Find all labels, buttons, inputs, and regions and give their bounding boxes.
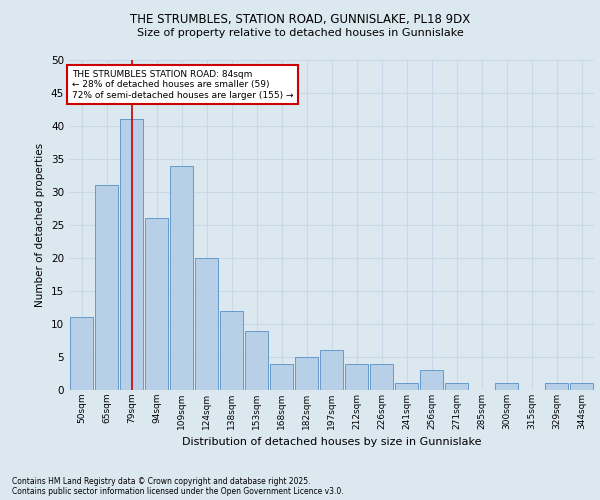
Bar	[320, 350, 343, 390]
X-axis label: Distribution of detached houses by size in Gunnislake: Distribution of detached houses by size …	[182, 438, 481, 448]
Bar	[370, 364, 393, 390]
Bar	[245, 330, 268, 390]
Bar	[95, 186, 118, 390]
Bar	[545, 384, 568, 390]
Bar	[70, 318, 93, 390]
Y-axis label: Number of detached properties: Number of detached properties	[35, 143, 46, 307]
Bar	[445, 384, 468, 390]
Bar	[570, 384, 593, 390]
Bar	[420, 370, 443, 390]
Bar	[220, 311, 243, 390]
Bar	[120, 120, 143, 390]
Bar	[195, 258, 218, 390]
Bar	[170, 166, 193, 390]
Text: THE STRUMBLES STATION ROAD: 84sqm
← 28% of detached houses are smaller (59)
72% : THE STRUMBLES STATION ROAD: 84sqm ← 28% …	[71, 70, 293, 100]
Text: Contains HM Land Registry data © Crown copyright and database right 2025.: Contains HM Land Registry data © Crown c…	[12, 477, 311, 486]
Bar	[270, 364, 293, 390]
Bar	[495, 384, 518, 390]
Bar	[395, 384, 418, 390]
Bar	[345, 364, 368, 390]
Bar	[295, 357, 318, 390]
Text: Contains public sector information licensed under the Open Government Licence v3: Contains public sector information licen…	[12, 487, 344, 496]
Text: THE STRUMBLES, STATION ROAD, GUNNISLAKE, PL18 9DX: THE STRUMBLES, STATION ROAD, GUNNISLAKE,…	[130, 12, 470, 26]
Text: Size of property relative to detached houses in Gunnislake: Size of property relative to detached ho…	[137, 28, 463, 38]
Bar	[145, 218, 168, 390]
